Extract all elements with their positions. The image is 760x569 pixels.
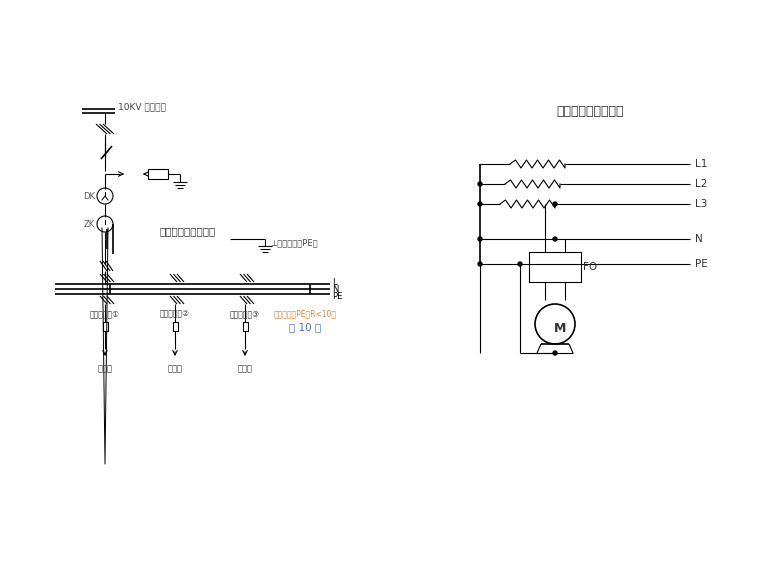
- Text: ZK: ZK: [84, 220, 95, 229]
- Text: 三级配电箱③: 三级配电箱③: [230, 309, 260, 318]
- Text: PE: PE: [695, 259, 708, 269]
- Text: 二级配电箱②: 二级配电箱②: [160, 309, 190, 318]
- Circle shape: [553, 202, 557, 206]
- Bar: [242, 321, 248, 331]
- Circle shape: [478, 262, 482, 266]
- Text: L3: L3: [695, 199, 708, 209]
- Text: FO: FO: [583, 262, 597, 272]
- Text: PE: PE: [332, 291, 342, 300]
- Text: 三级箱: 三级箱: [237, 364, 252, 373]
- Text: 漏电保护器接线方式: 漏电保护器接线方式: [556, 105, 624, 118]
- Circle shape: [478, 237, 482, 241]
- Bar: [148, 169, 168, 179]
- Text: 总配电箱（一级箱）: 总配电箱（一级箱）: [160, 226, 217, 236]
- Bar: [529, 252, 581, 282]
- Text: N: N: [332, 284, 338, 294]
- Bar: [173, 321, 178, 331]
- Text: DK: DK: [83, 192, 95, 200]
- Text: 第 10 页: 第 10 页: [289, 322, 321, 332]
- Circle shape: [518, 262, 522, 266]
- Text: N: N: [695, 234, 703, 244]
- Text: 重复接地（PE）R<10欧: 重复接地（PE）R<10欧: [274, 309, 337, 318]
- Text: 10KV 电源进线: 10KV 电源进线: [118, 102, 166, 112]
- Text: L2: L2: [695, 179, 708, 189]
- Circle shape: [478, 182, 482, 186]
- Text: 三级箱: 三级箱: [97, 364, 112, 373]
- Text: ⊥保护接零（PE）: ⊥保护接零（PE）: [270, 238, 318, 248]
- Circle shape: [553, 237, 557, 241]
- Text: M: M: [554, 321, 566, 335]
- Text: 三级箱: 三级箱: [167, 364, 182, 373]
- Circle shape: [478, 202, 482, 206]
- Text: 二级配电箱①: 二级配电箱①: [90, 309, 120, 318]
- Bar: [103, 321, 107, 331]
- Text: L1: L1: [695, 159, 708, 169]
- Text: L: L: [332, 278, 337, 287]
- Circle shape: [553, 351, 557, 355]
